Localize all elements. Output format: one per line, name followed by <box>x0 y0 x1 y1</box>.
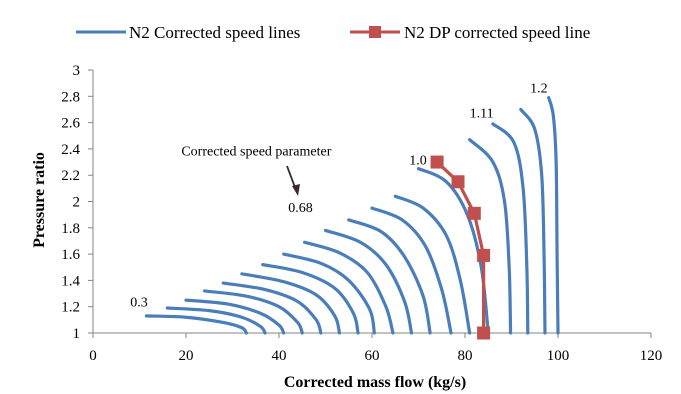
annotations: 0.3 0.68 1.0 1.11 1.2 Corrected speed paramet… <box>130 81 547 310</box>
y-tick-label: 2.2 <box>61 168 80 184</box>
y-tick-label: 1.4 <box>61 273 80 289</box>
speed-line <box>144 314 249 335</box>
speed-line <box>165 306 267 335</box>
speed-line <box>240 272 342 335</box>
annotation-label: 1.2 <box>530 81 548 96</box>
speed-line <box>468 138 513 335</box>
speed-line <box>261 263 360 335</box>
x-tick-label: 120 <box>640 348 663 364</box>
x-tick-label: 60 <box>365 348 380 364</box>
x-tick-label: 40 <box>272 348 287 364</box>
speed-lines <box>144 96 560 335</box>
annotation-arrow <box>286 165 300 196</box>
y-tick-label: 1.8 <box>61 221 80 237</box>
speed-line <box>203 289 304 335</box>
dp-point-marker <box>451 175 465 189</box>
speed-line <box>547 96 560 335</box>
y-tick-label: 2.6 <box>61 116 80 132</box>
x-axis-title: Corrected mass flow (kg/s) <box>284 374 466 391</box>
legend-dp-line-marker <box>369 26 381 38</box>
dp-speed-line <box>430 155 491 340</box>
speed-line <box>282 252 376 335</box>
annotation-label: 1.11 <box>470 106 494 121</box>
axes: 0 20 40 60 80 100 120 1 1.2 1.4 1.6 1.8 2 2.2 2.4 2.6 2.… <box>61 63 662 364</box>
annotation-arrow-head <box>292 184 300 196</box>
annotation-label: 0.68 <box>288 201 313 216</box>
speed-line <box>491 122 530 335</box>
y-tick-label: 2.8 <box>61 89 80 105</box>
y-tick-label: 1.2 <box>61 300 80 316</box>
y-tick-label: 2.4 <box>61 142 80 158</box>
y-axis-title: Pressure ratio <box>31 152 48 248</box>
dp-point-marker <box>430 155 444 169</box>
y-tick-label: 1 <box>73 326 81 342</box>
x-tick-label: 80 <box>458 348 473 364</box>
speed-line <box>184 298 286 335</box>
speed-line <box>519 107 547 335</box>
annotation-label: 1.0 <box>409 154 427 169</box>
legend-speed-lines-label: N2 Corrected speed lines <box>129 23 300 42</box>
speed-line <box>370 206 453 335</box>
dp-point-marker <box>477 326 491 340</box>
speed-line <box>302 240 395 335</box>
y-tick-label: 2 <box>73 195 81 211</box>
x-tick-label: 0 <box>89 348 97 364</box>
speed-line <box>323 228 414 335</box>
y-tick-label: 1.6 <box>61 247 80 263</box>
annotation-label: Corrected speed parameter <box>181 144 331 159</box>
legend-dp-line-label: N2 DP corrected speed line <box>404 23 590 42</box>
legend: N2 Corrected speed lines N2 DP corrected… <box>76 23 590 42</box>
dp-point-marker <box>467 206 481 220</box>
dp-point-marker <box>477 248 491 262</box>
y-tick-label: 3 <box>73 63 81 79</box>
speed-line <box>221 281 323 335</box>
annotation-label: 0.3 <box>130 296 148 311</box>
x-tick-label: 20 <box>179 348 194 364</box>
x-tick-label: 100 <box>547 348 570 364</box>
speed-line <box>347 218 432 335</box>
speed-line <box>393 194 472 335</box>
